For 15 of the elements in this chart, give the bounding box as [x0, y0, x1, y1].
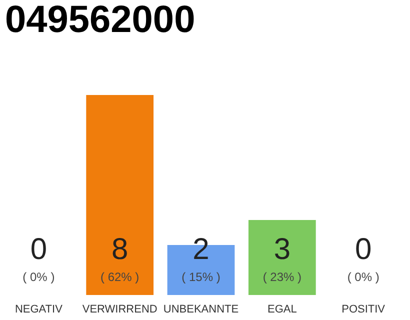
annotation: ( 0% )	[22, 270, 55, 284]
x-tick-label: UNBEKANNTE	[163, 304, 239, 316]
x-tick-label: POSITIV	[342, 304, 386, 316]
annotation: ( 15% )	[182, 270, 220, 284]
x-tick-label: NEGATIV	[14, 304, 64, 316]
data-label: 0	[30, 233, 48, 266]
annotation: ( 62% )	[100, 270, 140, 284]
annotation: ( 23% )	[262, 270, 302, 284]
data-label: 0	[354, 233, 372, 266]
x-tick-label: VERWIRREND	[82, 304, 158, 316]
data-label: 8	[111, 233, 128, 266]
x-tick-label: EGAL	[267, 304, 297, 316]
annotation: ( 0% )	[347, 270, 380, 284]
chart-title: 049562000	[5, 0, 196, 41]
data-label: 3	[274, 233, 291, 266]
